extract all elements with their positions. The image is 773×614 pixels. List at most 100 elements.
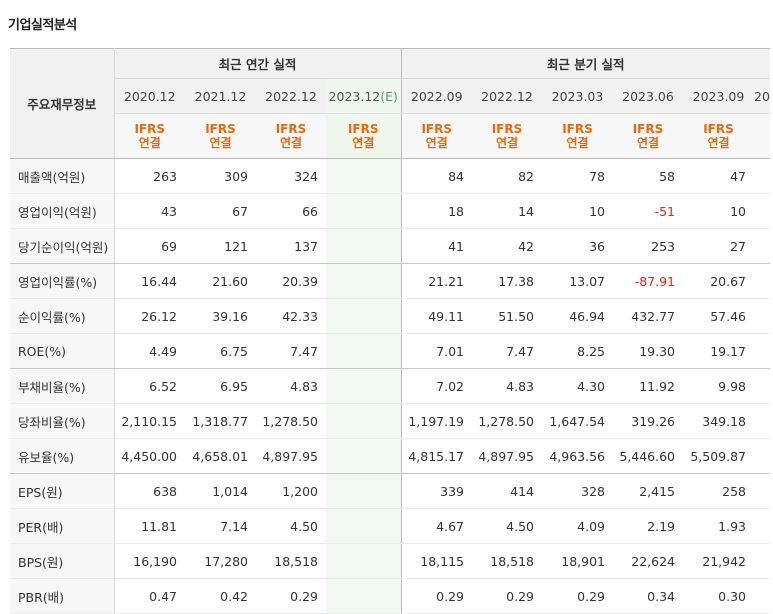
quarterly-value-cell: 349.18 — [683, 403, 754, 439]
consolidated-text: 연결 — [707, 136, 730, 150]
quarterly-value-cell: 57.46 — [683, 298, 754, 334]
quarterly-cut-cell — [754, 473, 770, 509]
quarterly-value-cell: 47 — [683, 158, 754, 194]
table-row: 순이익률(%) 26.12 39.16 42.33 49.11 51.50 46.94 432… — [10, 298, 770, 334]
ifrs-standard-text: IFRS — [703, 122, 734, 136]
ifrs-standard-text: IFRS — [491, 122, 523, 136]
annual-estimate-cell — [326, 333, 401, 369]
quarterly-value-cell: 1,278.50 — [472, 403, 542, 439]
quarterly-value-cell: 258 — [683, 473, 754, 509]
consolidated-text: 연결 — [495, 136, 519, 150]
quarterly-value-cell: 1,197.19 — [400, 403, 472, 439]
quarterly-cut-cell — [754, 333, 770, 369]
row-label: 유보율(%) — [10, 438, 115, 474]
quarterly-value-cell: 4.30 — [542, 368, 613, 404]
annual-value-cell: 7.47 — [256, 333, 326, 369]
quarterly-value-cell: 22,624 — [613, 543, 683, 579]
ifrs-standard-text: IFRS — [275, 122, 307, 136]
period-quarter: 2022.12 — [472, 78, 542, 114]
table-row: 유보율(%) 4,450.00 4,658.01 4,897.95 4,815.17 4,… — [10, 438, 770, 474]
consolidated-text: 연결 — [425, 136, 448, 150]
annual-value-cell: 1,318.77 — [185, 403, 256, 439]
annual-value-cell: 309 — [185, 158, 256, 194]
quarterly-value-cell: 5,509.87 — [683, 438, 754, 474]
annual-value-cell: 638 — [114, 473, 185, 509]
consolidated-text: 연결 — [352, 136, 375, 150]
annual-value-cell: 4,897.95 — [256, 438, 326, 474]
ifrs-standard-text: IFRS — [562, 122, 593, 136]
ifrs-standard-text: IFRS — [632, 122, 664, 136]
ifrs-basis-label: IFRS 연결 — [326, 113, 401, 159]
quarterly-value-cell: 14 — [472, 193, 542, 229]
quarterly-value-cell: 8.25 — [542, 333, 613, 369]
ifrs-basis-label: IFRS 연결 — [400, 113, 472, 159]
table-row: 부채비율(%) 6.52 6.95 4.83 7.02 4.83 4.30 11.92 9.98 — [10, 368, 770, 404]
quarterly-value-cell: 18 — [400, 193, 472, 229]
estimate-mark: (E) — [380, 88, 398, 104]
table-row: 당기순이익(억원) 69 121 137 41 42 36 253 27 — [10, 228, 770, 264]
quarterly-value-cell: 0.29 — [542, 578, 613, 614]
row-header-label: 주요재무정보 — [10, 48, 115, 159]
quarterly-value-cell: 5,446.60 — [613, 438, 683, 474]
annual-value-cell: 0.47 — [114, 578, 185, 614]
table-row: EPS(원) 638 1,014 1,200 339 414 328 2,415 258 — [10, 473, 770, 509]
period-annual-estimate: 2023.12(E) — [326, 78, 401, 114]
row-label: 영업이익률(%) — [10, 263, 115, 299]
annual-estimate-cell — [326, 298, 401, 334]
quarterly-value-cell: 1,647.54 — [542, 403, 613, 439]
quarterly-cut-cell — [754, 193, 770, 229]
quarterly-value-cell: 4,963.56 — [542, 438, 613, 474]
row-label: EPS(원) — [10, 473, 115, 509]
ifrs-basis-label: IFRS 연결 — [542, 113, 613, 159]
annual-value-cell: 17,280 — [185, 543, 256, 579]
annual-value-cell: 0.42 — [185, 578, 256, 614]
quarterly-value-cell: 21.21 — [400, 263, 472, 299]
annual-estimate-cell — [326, 193, 401, 229]
annual-estimate-cell — [326, 228, 401, 264]
table-row: PER(배) 11.81 7.14 4.50 4.67 4.50 4.09 2.19 1.93 — [10, 508, 770, 544]
annual-value-cell: 1,200 — [256, 473, 326, 509]
quarterly-value-cell: 328 — [542, 473, 613, 509]
period-quarter: 2022.09 — [400, 78, 472, 114]
quarterly-value-cell: 21,942 — [683, 543, 754, 579]
table-row: 매출액(억원) 263 309 324 84 82 78 58 47 — [10, 158, 770, 194]
ifrs-basis-label: IFRS 연결 — [256, 113, 326, 159]
consolidated-text: 연결 — [566, 136, 589, 150]
quarterly-value-cell: 319.26 — [613, 403, 683, 439]
period-annual: 2022.12 — [256, 78, 326, 114]
annual-value-cell: 1,278.50 — [256, 403, 326, 439]
quarterly-value-cell: 4.09 — [542, 508, 613, 544]
annual-value-cell: 4.49 — [114, 333, 185, 369]
quarterly-cut-cell — [754, 543, 770, 579]
quarterly-value-cell: 19.30 — [613, 333, 683, 369]
quarterly-value-cell: 10 — [542, 193, 613, 229]
quarterly-value-cell: 27 — [683, 228, 754, 264]
quarterly-value-cell: 18,901 — [542, 543, 613, 579]
quarterly-value-cell: 51.50 — [472, 298, 542, 334]
annual-value-cell: 137 — [256, 228, 326, 264]
annual-value-cell: 16,190 — [114, 543, 185, 579]
quarterly-value-cell: 4,897.95 — [472, 438, 542, 474]
quarterly-value-cell: 4,815.17 — [400, 438, 472, 474]
annual-estimate-cell — [326, 543, 401, 579]
annual-value-cell: 18,518 — [256, 543, 326, 579]
quarterly-value-cell: 84 — [400, 158, 472, 194]
annual-value-cell: 20.39 — [256, 263, 326, 299]
quarterly-cut-cell — [754, 508, 770, 544]
annual-value-cell: 4,658.01 — [185, 438, 256, 474]
quarterly-value-cell: 9.98 — [683, 368, 754, 404]
quarterly-value-cell: 2.19 — [613, 508, 683, 544]
annual-value-cell: 6.52 — [114, 368, 185, 404]
quarterly-value-cell: 4.50 — [472, 508, 542, 544]
quarterly-value-cell: 19.17 — [683, 333, 754, 369]
row-label: BPS(원) — [10, 543, 115, 579]
annual-value-cell: 1,014 — [185, 473, 256, 509]
annual-estimate-cell — [326, 508, 401, 544]
annual-value-cell: 263 — [114, 158, 185, 194]
quarterly-value-cell: 17.38 — [472, 263, 542, 299]
quarterly-value-cell: 20.67 — [683, 263, 754, 299]
quarterly-value-cell: 2,415 — [613, 473, 683, 509]
quarterly-value-cell: 7.01 — [400, 333, 472, 369]
annual-value-cell: 4.83 — [256, 368, 326, 404]
row-label: 당기순이익(억원) — [10, 228, 115, 264]
